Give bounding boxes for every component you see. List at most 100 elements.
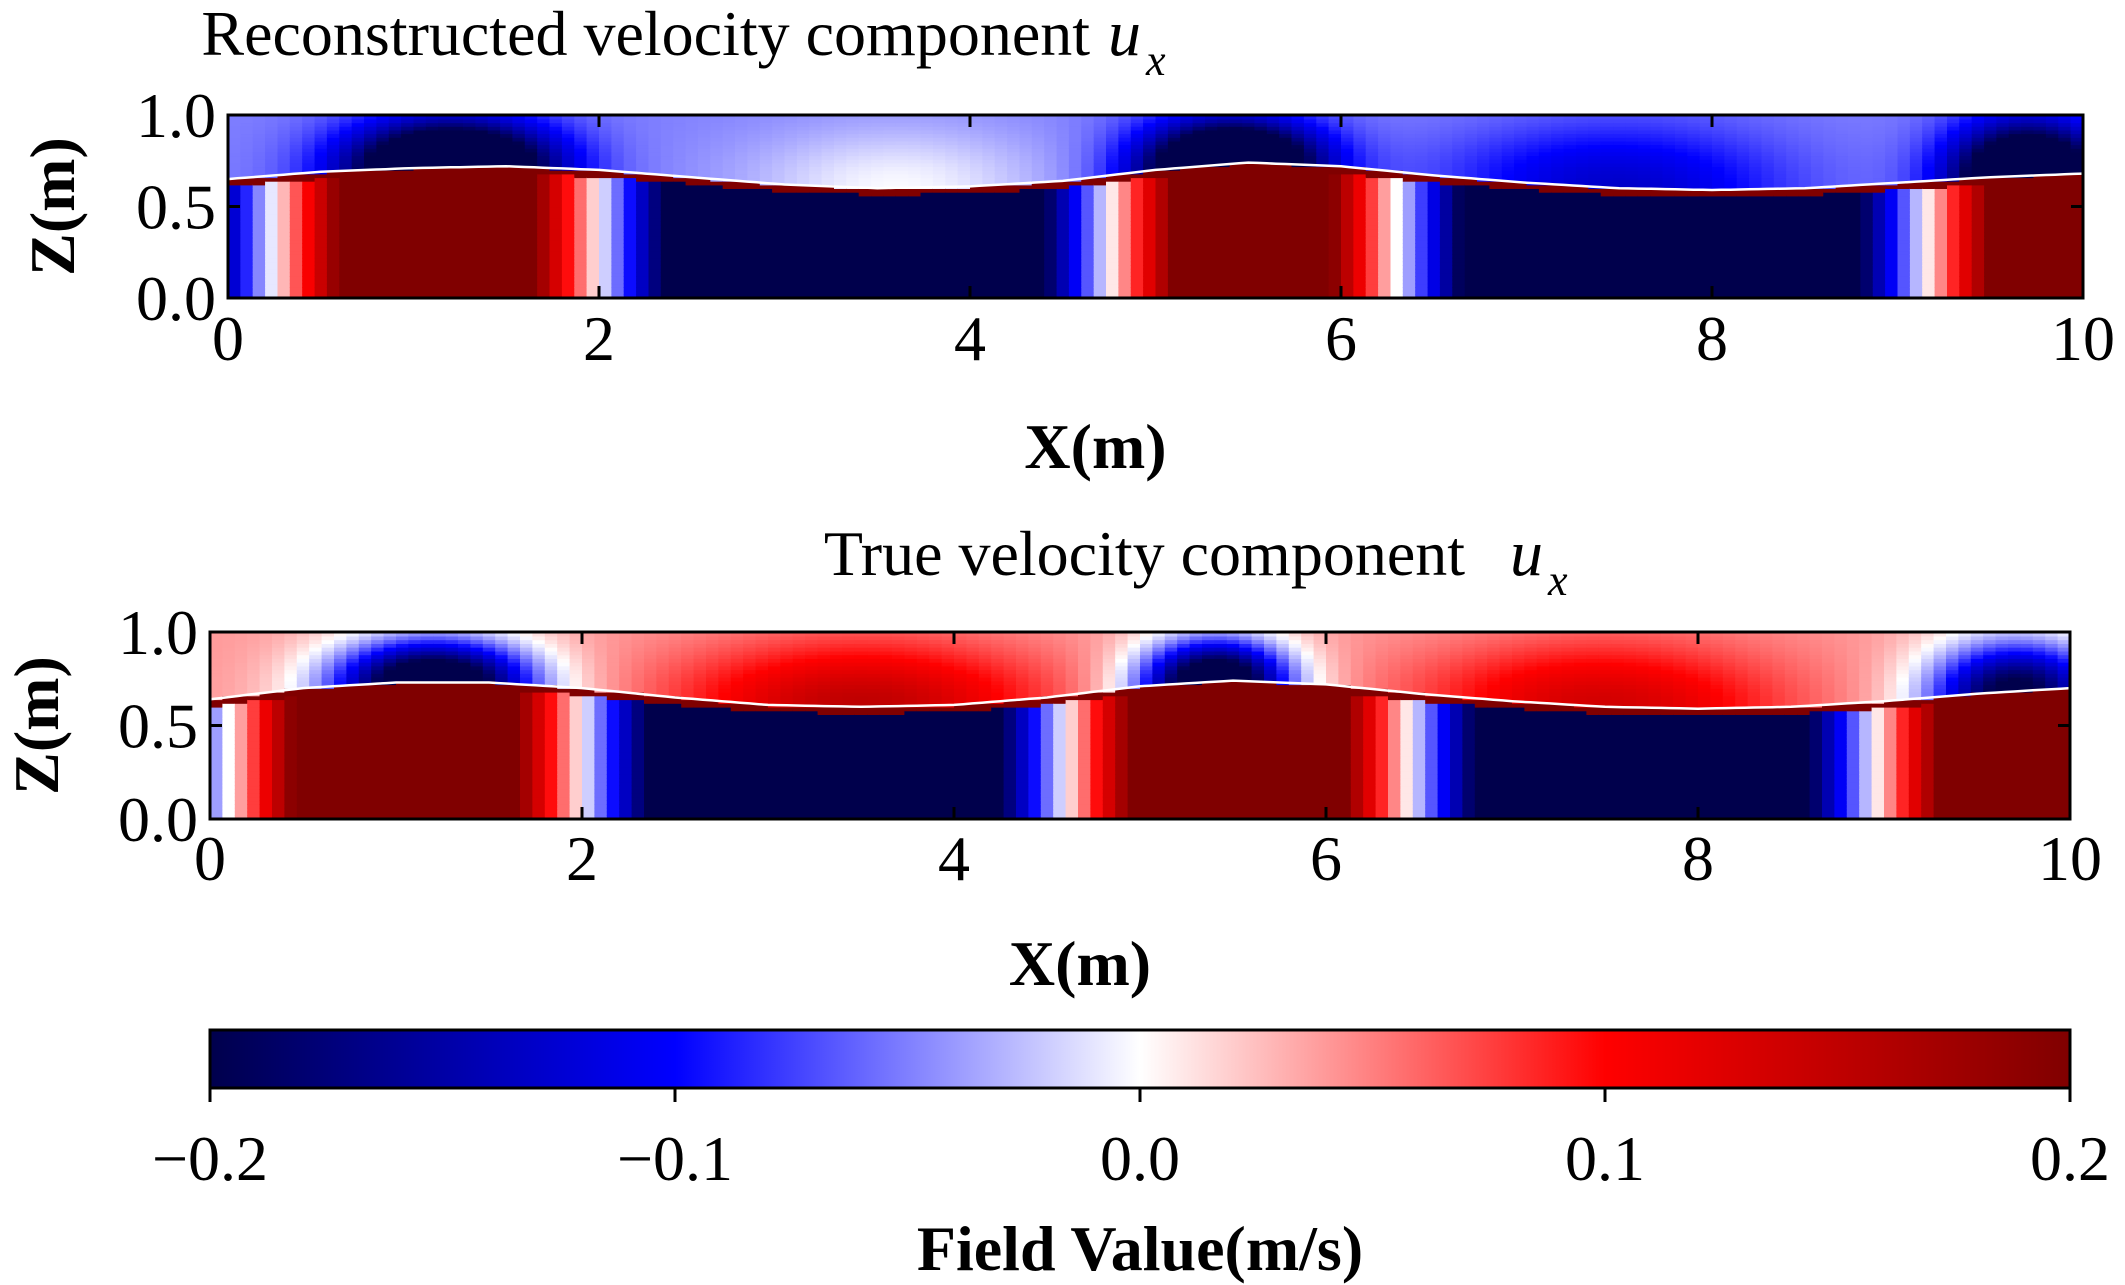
heat-cell — [413, 191, 427, 197]
heat-cell — [252, 239, 266, 244]
heat-cell — [487, 166, 501, 171]
heat-cell — [512, 250, 526, 255]
heat-cell — [351, 129, 365, 135]
heat-cell — [475, 283, 489, 288]
heat-cell — [549, 184, 563, 189]
heat-cell — [289, 177, 303, 182]
heat-cell — [425, 115, 440, 120]
heat-cell — [388, 276, 402, 281]
heat-cell — [364, 228, 378, 233]
heat-cell — [388, 162, 402, 168]
heat-cell — [240, 239, 254, 244]
heat-cell — [289, 239, 303, 244]
heat-cell — [265, 199, 279, 204]
heat-cell — [537, 202, 551, 208]
heat-cell — [289, 155, 303, 160]
heat-cell — [512, 279, 526, 285]
heat-cell — [277, 239, 291, 244]
heat-cell — [326, 140, 341, 146]
heat-cell — [388, 188, 402, 193]
heat-cell — [240, 290, 254, 296]
heat-cell — [302, 118, 316, 124]
heat-cell — [586, 228, 600, 233]
heat-cell — [586, 137, 600, 142]
heat-cell — [326, 118, 341, 124]
heat-cell — [574, 272, 588, 277]
heat-cell — [252, 191, 266, 197]
heat-cell — [512, 147, 526, 153]
heat-cell — [512, 228, 526, 233]
heat-cell — [599, 162, 613, 168]
heat-cell — [450, 232, 464, 237]
heat-cell — [487, 257, 501, 263]
heat-cell — [240, 221, 254, 226]
heat-cell — [561, 177, 576, 182]
heat-cell — [512, 199, 526, 204]
heat-cell — [586, 232, 600, 237]
heat-cell — [326, 272, 341, 277]
heat-cell — [500, 290, 514, 296]
heat-cell — [524, 147, 538, 153]
heat-cell — [252, 235, 266, 241]
heat-cell — [512, 206, 526, 211]
heat-cell — [302, 239, 316, 244]
heat-cell — [537, 250, 551, 255]
heat-cell — [549, 173, 563, 179]
heat-cell — [549, 261, 563, 266]
heat-cell — [401, 210, 415, 215]
heat-cell — [611, 250, 625, 255]
heat-cell — [364, 169, 378, 175]
heat-cell — [549, 137, 563, 142]
heat-cell — [500, 129, 514, 135]
heat-cell — [475, 250, 489, 255]
heat-cell — [561, 162, 576, 168]
heat-cell — [512, 137, 526, 142]
heat-cell — [574, 224, 588, 230]
heat-cell — [277, 224, 291, 230]
heat-cell — [586, 129, 600, 135]
heat-cell — [339, 210, 353, 215]
heat-cell — [549, 188, 563, 193]
heat-cell — [561, 144, 576, 149]
heat-cell — [599, 232, 613, 237]
heat-cell — [500, 250, 514, 255]
heat-cell — [425, 177, 440, 182]
heat-cell — [450, 118, 464, 124]
heat-cell — [574, 235, 588, 241]
heat-cell — [611, 276, 625, 281]
heat-cell — [537, 162, 551, 168]
heat-cell — [475, 173, 489, 179]
heat-cell — [450, 115, 464, 120]
heat-cell — [413, 177, 427, 182]
heat-cell — [326, 144, 341, 149]
heat-cell — [500, 243, 514, 248]
heat-cell — [228, 147, 242, 153]
heat-cell — [450, 188, 464, 193]
heat-cell — [450, 210, 464, 215]
heat-cell — [425, 169, 440, 175]
heat-cell — [413, 224, 427, 230]
heat-cell — [549, 213, 563, 219]
heat-cell — [561, 133, 576, 138]
heat-cell — [586, 243, 600, 248]
heat-cell — [252, 232, 266, 237]
heat-cell — [574, 118, 588, 124]
heat-cell — [388, 155, 402, 160]
heat-cell — [438, 155, 452, 160]
heat-cell — [463, 250, 477, 255]
heat-cell — [512, 283, 526, 288]
heat-cell — [586, 257, 600, 263]
heat-cell — [438, 276, 452, 281]
heat-cell — [450, 151, 464, 157]
heat-cell — [401, 199, 415, 204]
heat-cell — [413, 235, 427, 241]
heat-cell — [561, 221, 576, 226]
heat-cell — [599, 199, 613, 204]
heat-cell — [364, 118, 378, 124]
heat-cell — [314, 195, 328, 200]
heat-cell — [314, 272, 328, 277]
heat-cell — [252, 199, 266, 204]
heat-cell — [364, 151, 378, 157]
heat-cell — [623, 250, 637, 255]
heat-cell — [228, 155, 242, 160]
